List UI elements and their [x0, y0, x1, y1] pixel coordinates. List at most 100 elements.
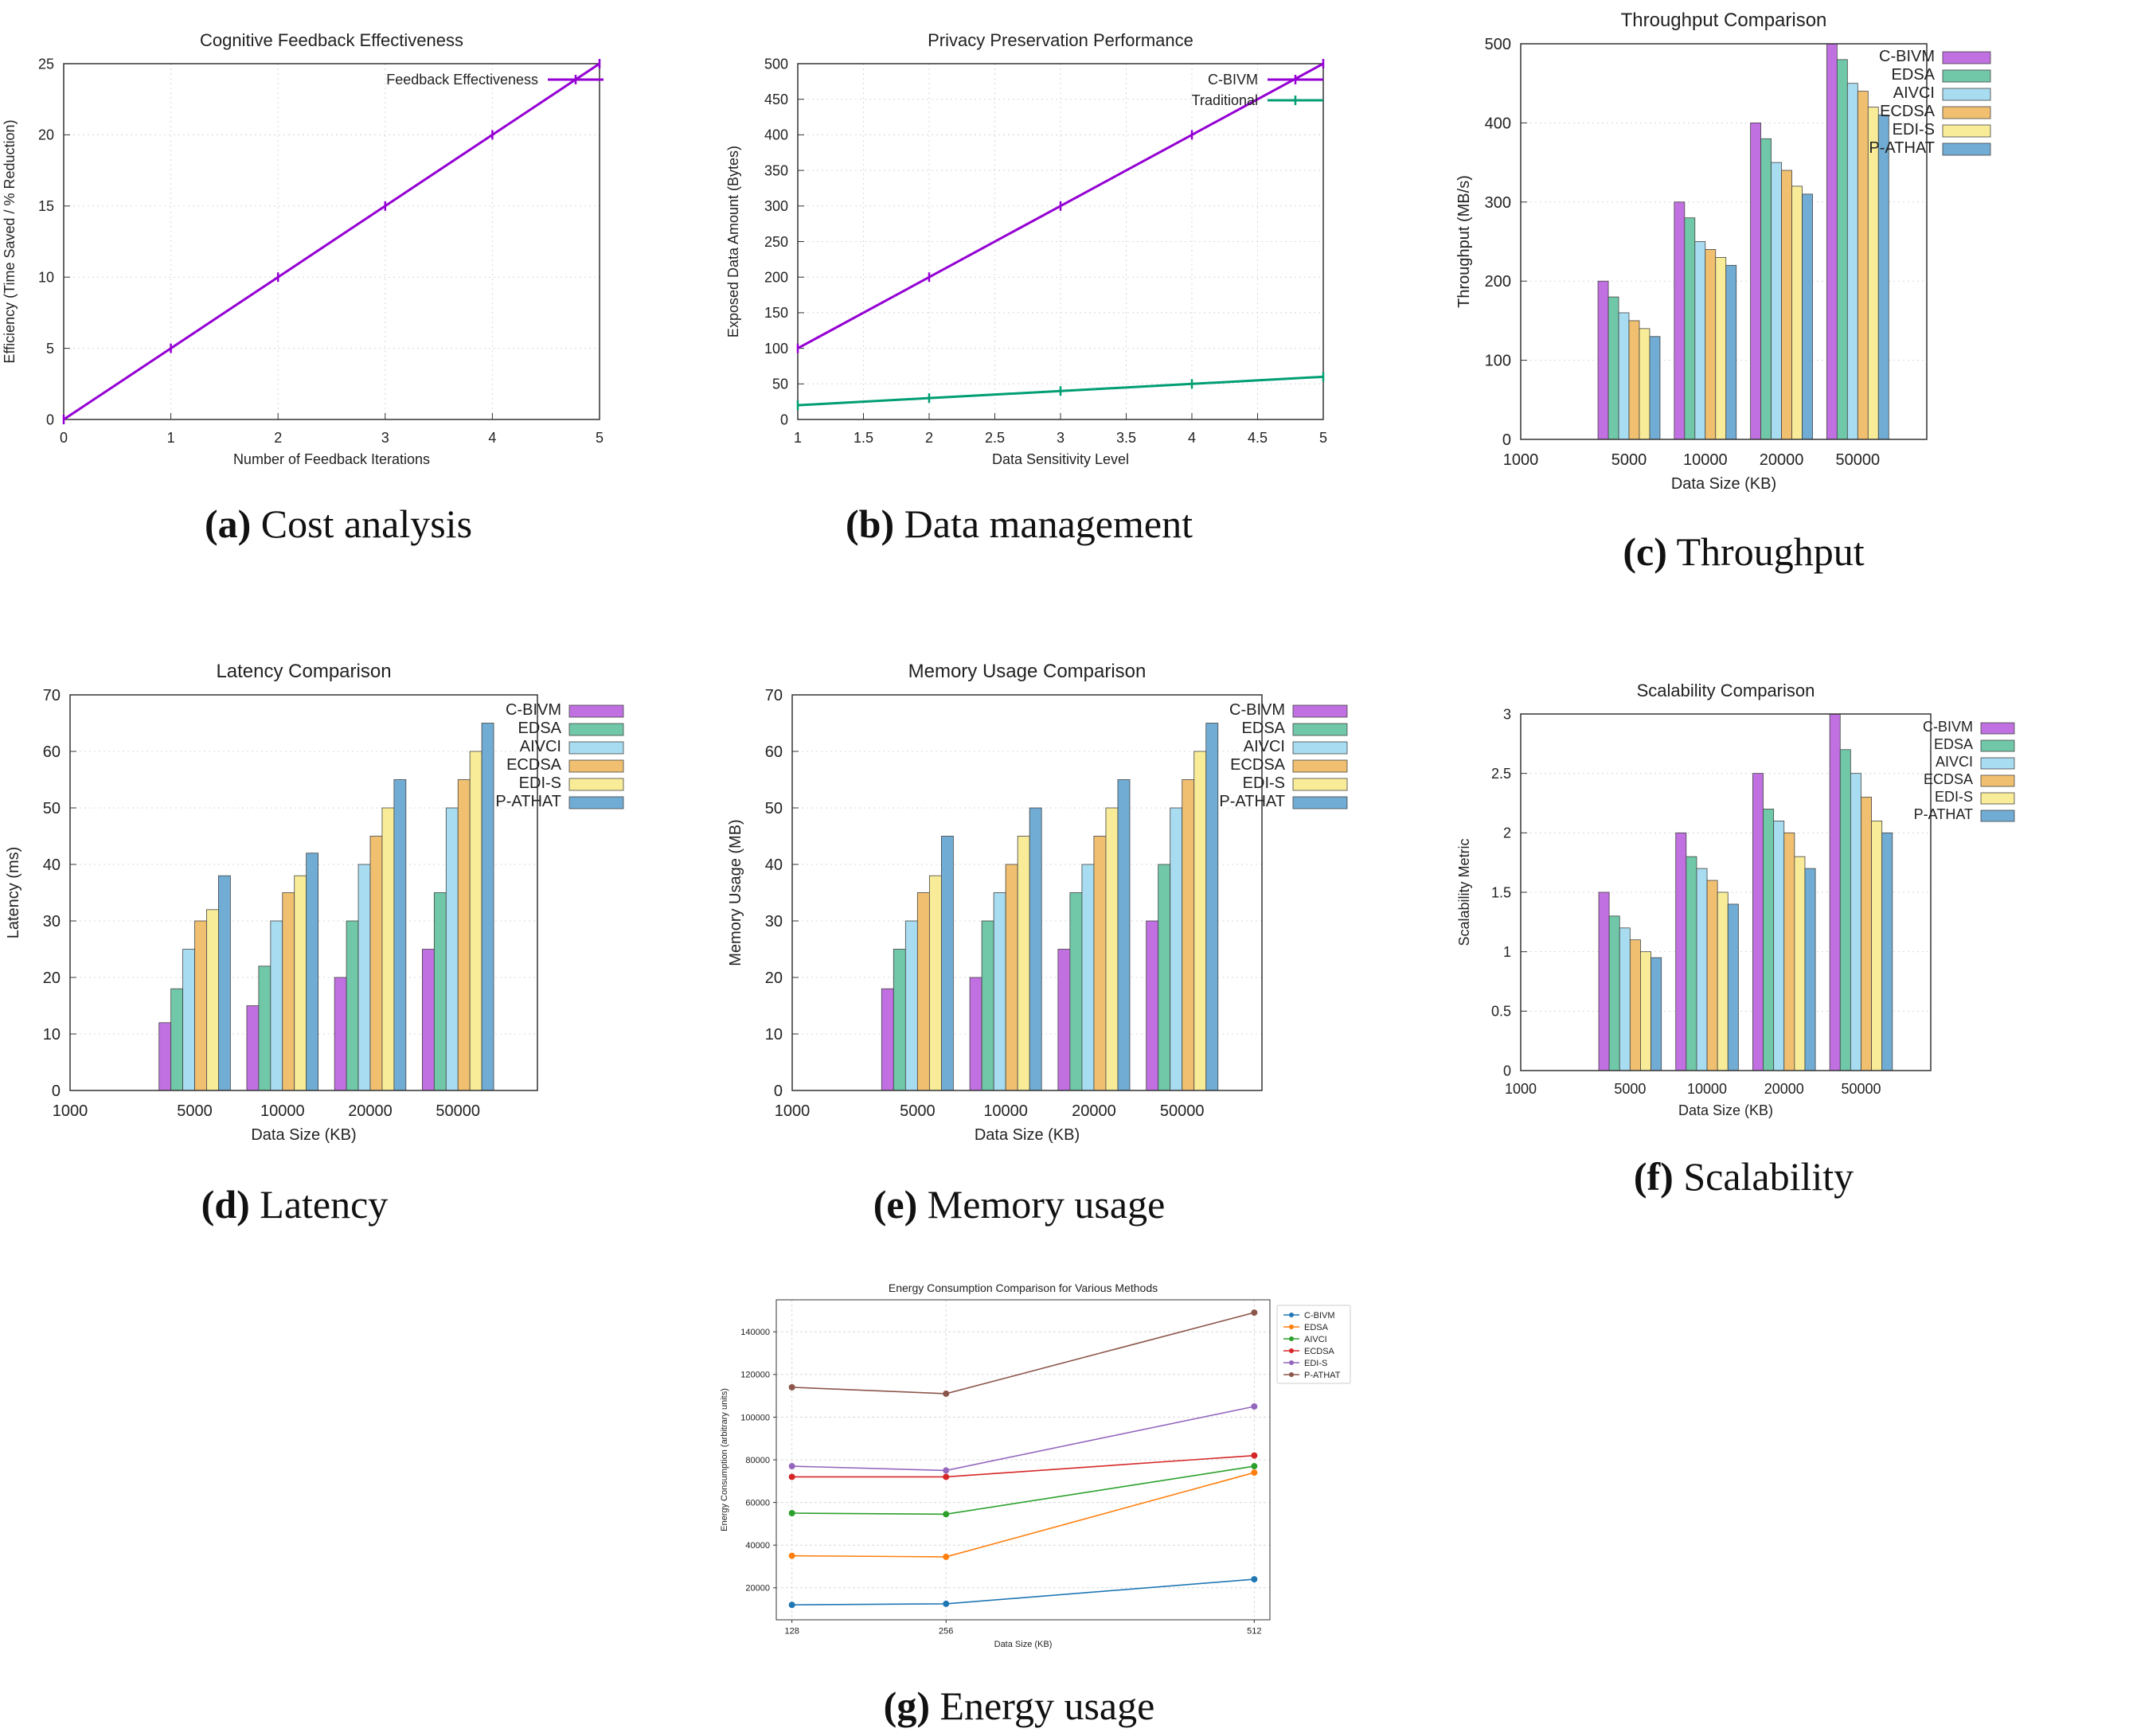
y-tick-label: 25 [38, 56, 54, 72]
bar-aivci [1170, 807, 1183, 1091]
data-point [788, 1463, 795, 1470]
bar-c-bivm [969, 977, 982, 1091]
legend-swatch [568, 778, 624, 791]
legend-swatch [1980, 792, 2015, 805]
legend-label: EDI-S [1243, 774, 1285, 792]
bar-c-bivm [246, 1005, 260, 1091]
y-tick-label: 400 [764, 127, 788, 143]
y-tick-label: 30 [43, 913, 61, 930]
data-point [943, 1467, 950, 1474]
y-tick-label: 300 [764, 198, 788, 214]
legend-label: EDSA [1934, 736, 1973, 752]
legend-label: Feedback Effectiveness [386, 72, 538, 88]
legend-swatch [1292, 796, 1348, 809]
chart-title: Latency Comparison [216, 661, 391, 682]
bar-ecdsa [1705, 249, 1717, 440]
svg-text:(g) Energy usage: (g) Energy usage [884, 1683, 1155, 1728]
legend-swatch [1292, 741, 1348, 755]
y-tick-label: 10 [43, 1026, 61, 1044]
svg-text:(b) Data management: (b) Data management [846, 501, 1193, 546]
y-tick-label: 40000 [745, 1541, 770, 1551]
panel-throughput: Throughput Comparison 0 100 200 300 400 500 100… [1455, 10, 1991, 493]
bar-aivci [270, 920, 283, 1091]
bar-edi-s [294, 875, 307, 1091]
y-tick-label: 400 [1485, 115, 1511, 132]
legend-label: ECDSA [1304, 1347, 1335, 1356]
y-tick-label: 100 [764, 341, 788, 357]
bar-edi-s [1193, 751, 1207, 1091]
legend-swatch [1942, 51, 1991, 64]
bar-edi-s [1639, 328, 1650, 440]
y-axis-label: Exposed Data Amount (Bytes) [725, 146, 741, 337]
legend-box [1276, 1305, 1351, 1384]
caption-b: (b) Data management [846, 501, 1193, 546]
legend-label: C-BIVM [1923, 719, 1973, 735]
y-tick-label: 250 [764, 234, 788, 250]
y-tick-label: 0 [780, 412, 788, 427]
data-point [788, 1383, 795, 1391]
x-tick-label: 10000 [1687, 1081, 1727, 1097]
legend-swatch [1980, 809, 2015, 822]
bar-p-athat [1877, 115, 1889, 440]
bar-c-bivm [1675, 832, 1687, 1071]
bar-p-athat [1029, 807, 1042, 1091]
data-point [1251, 1452, 1258, 1459]
x-tick-label: 0 [60, 430, 68, 446]
bar-aivci [1619, 927, 1631, 1071]
y-tick-label: 200 [1485, 273, 1511, 291]
svg-text:(f) Scalability: (f) Scalability [1634, 1154, 1854, 1199]
bar-aivci [1081, 864, 1095, 1091]
bar-aivci [1618, 312, 1630, 440]
legend-label: P-ATHAT [1869, 139, 1935, 157]
plot-frame [797, 63, 1324, 420]
bar-aivci [904, 920, 918, 1091]
x-tick-label: 50000 [1836, 451, 1881, 469]
y-tick-label: 0 [1503, 1063, 1511, 1079]
x-tick-label: 3 [381, 430, 389, 446]
y-tick-label: 70 [43, 687, 61, 704]
y-tick-label: 50 [765, 800, 783, 817]
bar-ecdsa [1781, 170, 1792, 440]
x-tick-label: 5000 [1614, 1081, 1646, 1097]
y-tick-label: 80000 [745, 1456, 770, 1465]
x-tick-label: 1 [167, 430, 175, 446]
legend-label: EDSA [518, 720, 562, 737]
y-axis-label: Efficiency (Time Saved / % Reduction) [2, 119, 18, 363]
legend-swatch [1980, 757, 2015, 770]
bar-c-bivm [1597, 280, 1609, 440]
legend-swatch [1292, 778, 1348, 791]
legend-label: AIVCI [520, 738, 561, 755]
bar-edi-s [1715, 256, 1727, 440]
bar-edi-s [1017, 836, 1030, 1091]
y-tick-label: 450 [764, 92, 788, 107]
x-tick-label: 10000 [260, 1102, 305, 1120]
legend-label: ECDSA [1880, 103, 1936, 120]
y-tick-label: 10 [765, 1026, 783, 1044]
bar-aivci [1850, 773, 1861, 1071]
legend-label: C-BIVM [1208, 72, 1258, 88]
chart-title: Privacy Preservation Performance [928, 30, 1193, 50]
legend-label: C-BIVM [1229, 701, 1285, 719]
panel-scalability: Scalability Comparison 0 0.5 1 1.5 2 2.5 3 1000 5… [1456, 681, 2015, 1118]
y-tick-label: 30 [765, 913, 783, 930]
bar-edsa [346, 920, 359, 1091]
legend-swatch [568, 759, 624, 773]
legend-swatch [1942, 142, 1991, 156]
x-tick-label: 5000 [1611, 451, 1647, 469]
legend-marker [1289, 1372, 1294, 1377]
legend-swatch [568, 704, 624, 718]
y-tick-label: 2.5 [1491, 766, 1511, 782]
y-tick-label: 60 [43, 743, 61, 761]
x-tick-label: 20000 [348, 1102, 393, 1120]
bar-c-bivm [422, 949, 435, 1091]
legend-label: EDSA [1892, 66, 1936, 84]
data-point [1251, 1403, 1258, 1410]
y-tick-label: 0 [1502, 431, 1511, 449]
legend-label: P-ATHAT [495, 793, 561, 810]
legend-swatch [1292, 704, 1348, 718]
legend-swatch [568, 723, 624, 736]
legend-marker [1289, 1348, 1294, 1353]
legend-label: ECDSA [506, 756, 562, 774]
x-tick-label: 3 [1057, 430, 1064, 446]
bar-aivci [1696, 868, 1708, 1071]
